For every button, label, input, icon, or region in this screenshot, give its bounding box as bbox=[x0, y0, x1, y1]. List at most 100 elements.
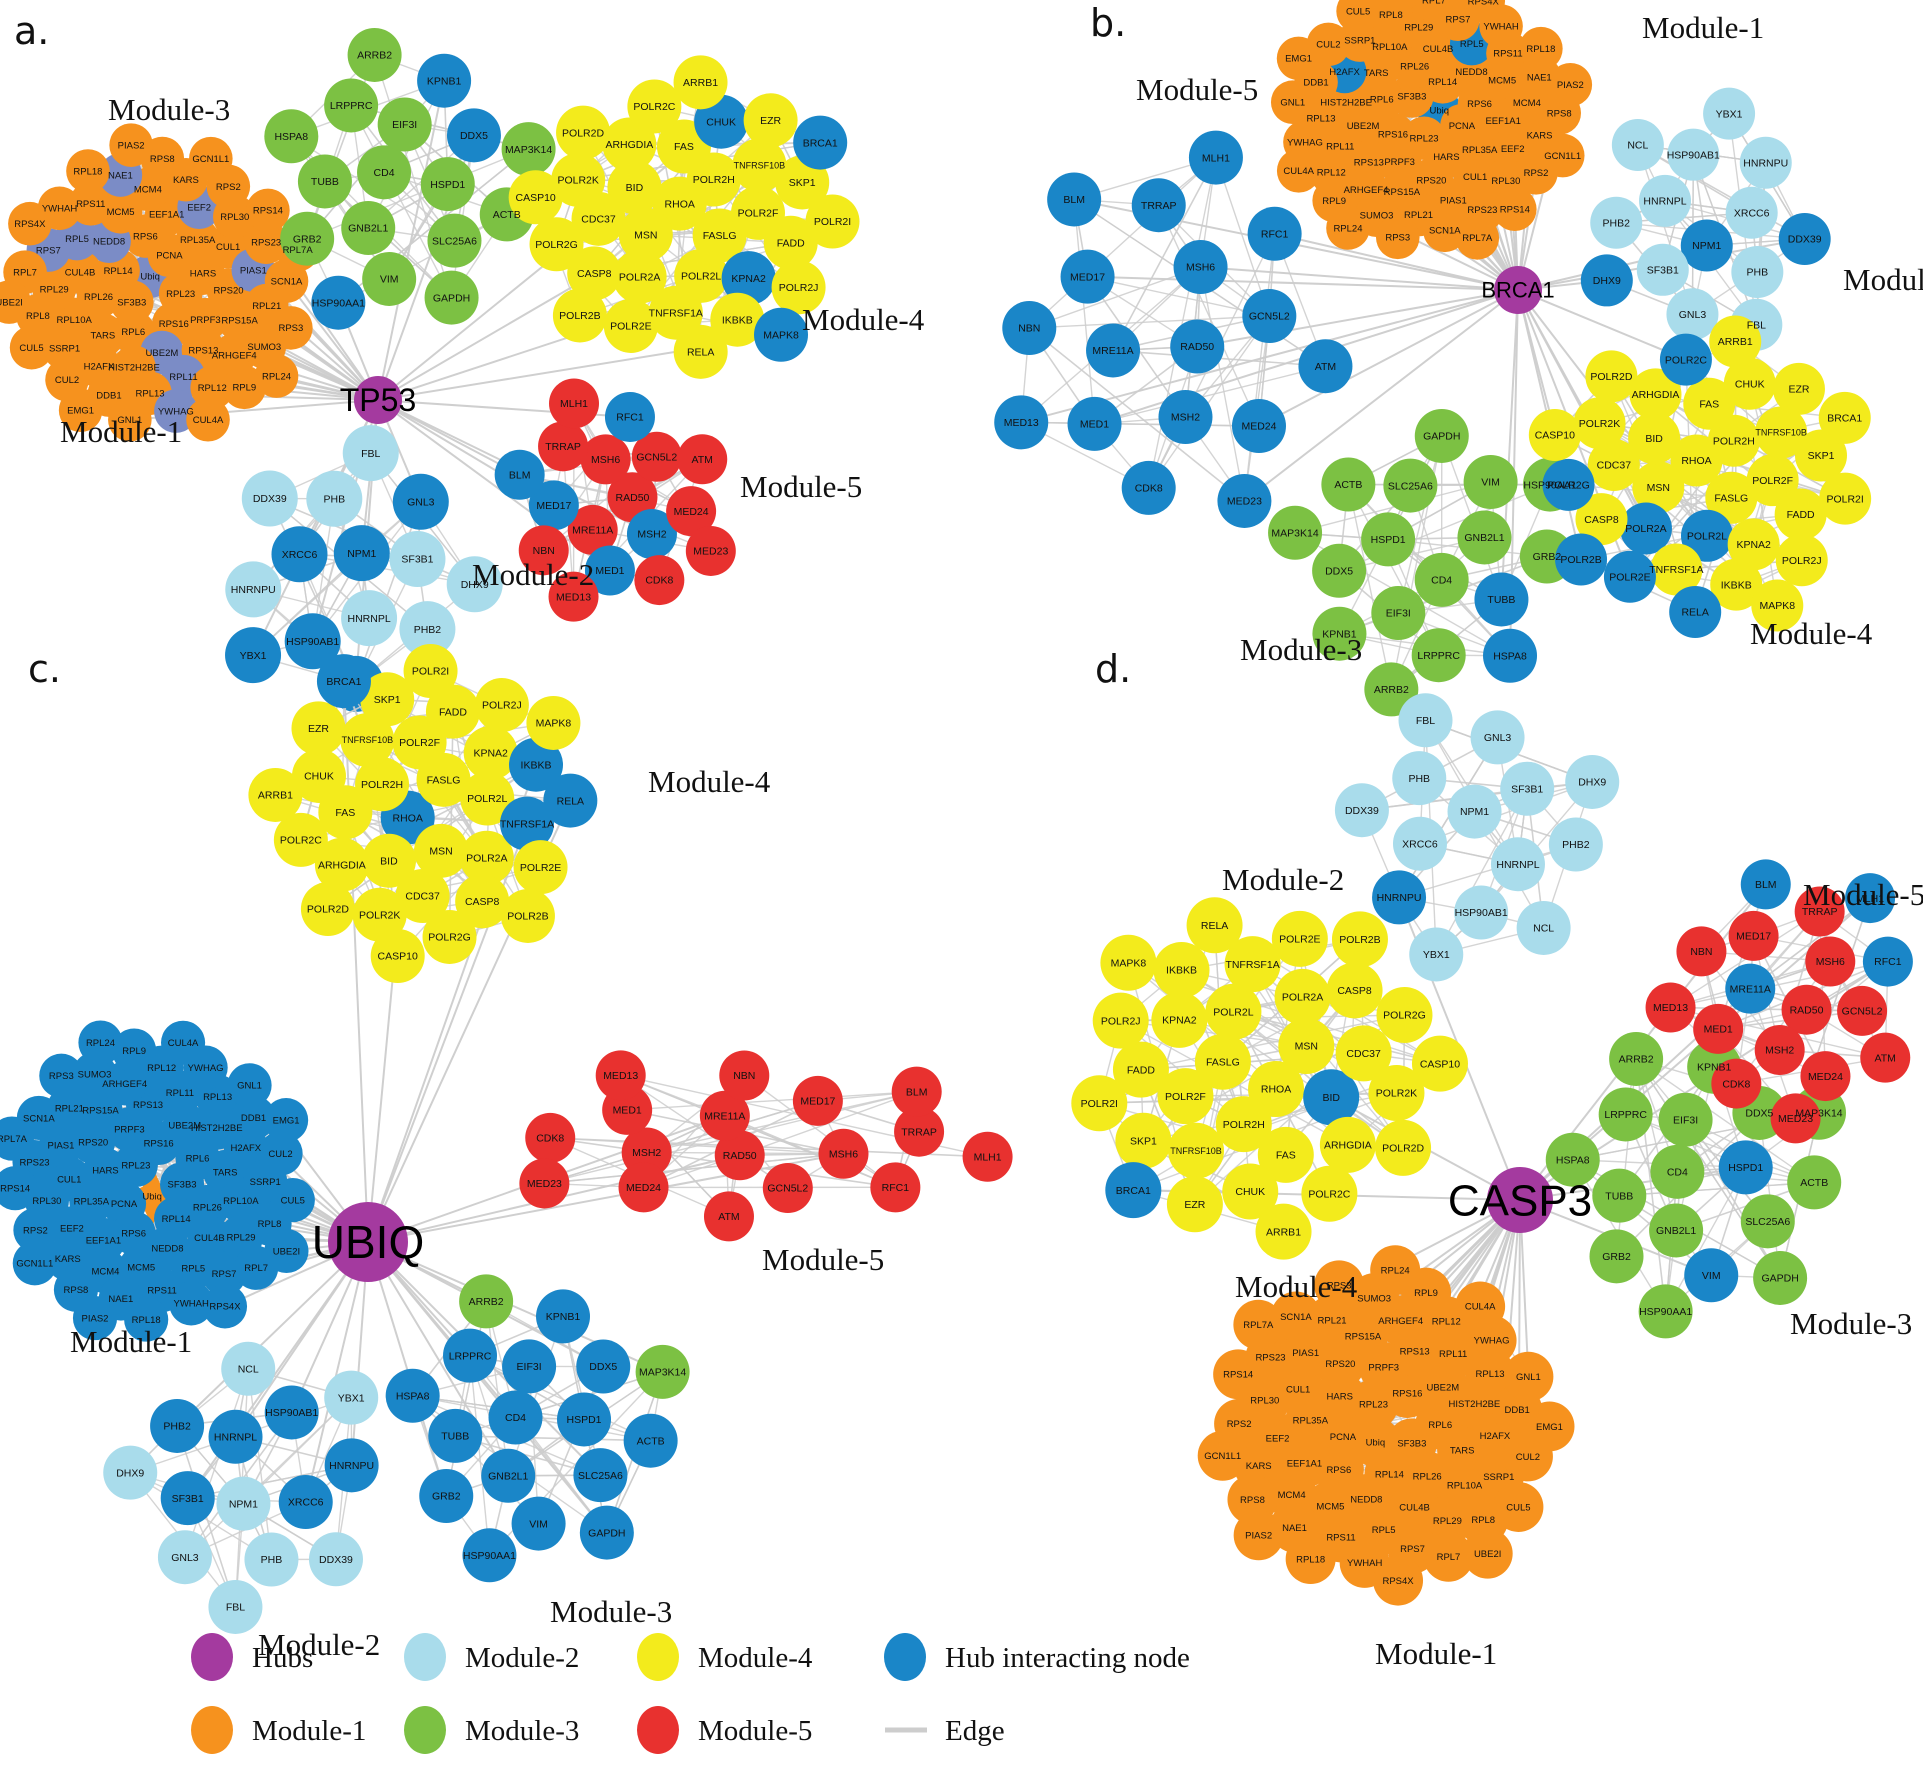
node-DHX9[interactable] bbox=[103, 1445, 158, 1500]
node-HSP90AA1[interactable] bbox=[462, 1528, 517, 1583]
node-GNL1[interactable] bbox=[1270, 80, 1315, 125]
node-RPL24[interactable] bbox=[254, 354, 299, 398]
node-POLR2A[interactable] bbox=[612, 249, 667, 304]
node-EMG1[interactable] bbox=[1276, 36, 1321, 81]
node-FADD[interactable] bbox=[763, 215, 818, 270]
node-GNL3[interactable] bbox=[1666, 288, 1719, 341]
node-MED17[interactable] bbox=[792, 1075, 843, 1126]
node-SCN1A[interactable] bbox=[1422, 208, 1467, 253]
node-MED23[interactable] bbox=[1770, 1093, 1821, 1144]
node-POLR2I[interactable] bbox=[1071, 1075, 1128, 1132]
node-HSPA8[interactable] bbox=[1483, 628, 1538, 683]
node-MLH1[interactable] bbox=[549, 378, 600, 429]
node-POLR2I[interactable] bbox=[403, 644, 458, 699]
node-GNB2L1[interactable] bbox=[481, 1448, 536, 1503]
node-GCN1L1[interactable] bbox=[12, 1241, 57, 1286]
node-RPS4X[interactable] bbox=[202, 1284, 248, 1329]
hub-node-BRCA1[interactable] bbox=[1494, 266, 1542, 314]
node-SLC25A6[interactable] bbox=[573, 1448, 628, 1503]
node-FBL[interactable] bbox=[342, 425, 399, 482]
node-MED13[interactable] bbox=[595, 1050, 646, 1101]
node-PIAS2[interactable] bbox=[109, 123, 153, 167]
node-IKBKB[interactable] bbox=[509, 737, 564, 792]
node-HSPA8[interactable] bbox=[264, 109, 319, 164]
node-DDX5[interactable] bbox=[446, 108, 501, 163]
node-POLR2F[interactable] bbox=[1746, 454, 1799, 507]
node-HSPA8[interactable] bbox=[385, 1368, 440, 1423]
node-CASP10[interactable] bbox=[1411, 1035, 1468, 1092]
node-POLR2K[interactable] bbox=[1368, 1064, 1425, 1121]
node-POLR2A[interactable] bbox=[1274, 968, 1331, 1025]
node-CUL5[interactable] bbox=[9, 325, 54, 370]
node-LRPPRC[interactable] bbox=[324, 78, 379, 133]
node-POLR2K[interactable] bbox=[1573, 397, 1626, 450]
node-TNFRSF1A[interactable] bbox=[1650, 543, 1703, 596]
node-MED13[interactable] bbox=[548, 571, 599, 622]
node-RPS14[interactable] bbox=[0, 1166, 38, 1211]
node-RFC1[interactable] bbox=[1247, 206, 1302, 261]
node-DDX39[interactable] bbox=[1334, 783, 1389, 838]
node-MSH2[interactable] bbox=[626, 508, 677, 559]
node-RAD50[interactable] bbox=[1170, 319, 1225, 374]
node-RPS14[interactable] bbox=[246, 188, 290, 233]
node-MAPK8[interactable] bbox=[526, 695, 581, 750]
node-POLR2L[interactable] bbox=[460, 771, 515, 826]
node-NBN[interactable] bbox=[518, 525, 569, 576]
node-CDK8[interactable] bbox=[1711, 1058, 1762, 1109]
node-NPM1[interactable] bbox=[216, 1476, 271, 1531]
node-CASP8[interactable] bbox=[567, 246, 622, 301]
node-POLR2B[interactable] bbox=[1331, 911, 1388, 968]
node-UBE2I[interactable] bbox=[0, 280, 31, 324]
node-TRRAP[interactable] bbox=[538, 421, 589, 472]
node-ATM[interactable] bbox=[1860, 1032, 1911, 1083]
node-NBN[interactable] bbox=[719, 1050, 770, 1101]
node-ARRB2[interactable] bbox=[1609, 1031, 1664, 1086]
node-FASLG[interactable] bbox=[1194, 1033, 1251, 1090]
node-CUL5[interactable] bbox=[1493, 1481, 1544, 1532]
node-POLR2L[interactable] bbox=[1205, 983, 1262, 1040]
node-EIF3I[interactable] bbox=[377, 97, 432, 152]
node-HSPD1[interactable] bbox=[557, 1392, 612, 1447]
node-PHB2[interactable] bbox=[1548, 817, 1603, 872]
node-CASP8[interactable] bbox=[455, 874, 510, 929]
node-HSP90AB1[interactable] bbox=[1454, 885, 1509, 940]
node-SF3B1[interactable] bbox=[1500, 761, 1555, 816]
node-POLR2J[interactable] bbox=[1775, 534, 1828, 587]
node-CDK8[interactable] bbox=[525, 1112, 576, 1163]
node-TNFRSF1A[interactable] bbox=[1224, 936, 1281, 993]
node-POLR2I[interactable] bbox=[805, 194, 860, 249]
node-GRB2[interactable] bbox=[280, 211, 335, 266]
node-ACTB[interactable] bbox=[1321, 457, 1376, 512]
node-HNRNPU[interactable] bbox=[225, 561, 282, 618]
node-POLR2C[interactable] bbox=[273, 812, 328, 867]
node-ARRB1[interactable] bbox=[1255, 1203, 1312, 1260]
node-SLC25A6[interactable] bbox=[427, 213, 482, 268]
node-LRPPRC[interactable] bbox=[1411, 628, 1466, 683]
node-UBE2M[interactable] bbox=[162, 1102, 207, 1148]
node-GCN5L2[interactable] bbox=[1837, 985, 1888, 1036]
node-MED23[interactable] bbox=[1217, 473, 1272, 528]
node-CASP10[interactable] bbox=[508, 170, 563, 225]
node-EIF3I[interactable] bbox=[1658, 1092, 1713, 1147]
node-HSP90AB1[interactable] bbox=[264, 1385, 319, 1440]
node-BID[interactable] bbox=[1303, 1069, 1360, 1126]
node-POLR2G[interactable] bbox=[1542, 458, 1595, 511]
node-POLR2H[interactable] bbox=[1215, 1096, 1272, 1153]
node-MSH6[interactable] bbox=[580, 434, 631, 485]
hub-node-UBIQ[interactable] bbox=[328, 1202, 408, 1282]
node-POLR2L[interactable] bbox=[1680, 509, 1733, 562]
node-DDX39[interactable] bbox=[1778, 213, 1831, 266]
node-GRB2[interactable] bbox=[1589, 1229, 1644, 1284]
node-CUL5[interactable] bbox=[270, 1177, 315, 1223]
node-POLR2E[interactable] bbox=[513, 840, 568, 895]
node-RPS14[interactable] bbox=[1213, 1349, 1264, 1400]
node-POLR2J[interactable] bbox=[771, 260, 826, 315]
node-GAPDH[interactable] bbox=[1753, 1250, 1808, 1305]
node-MAP3K14[interactable] bbox=[1268, 505, 1323, 560]
node-KPNB1[interactable] bbox=[536, 1289, 591, 1344]
node-GNL3[interactable] bbox=[1470, 710, 1525, 765]
node-ATM[interactable] bbox=[677, 434, 728, 485]
node-BID[interactable] bbox=[607, 160, 662, 215]
node-SLC25A6[interactable] bbox=[1740, 1194, 1795, 1249]
node-POLR2J[interactable] bbox=[1092, 992, 1149, 1049]
